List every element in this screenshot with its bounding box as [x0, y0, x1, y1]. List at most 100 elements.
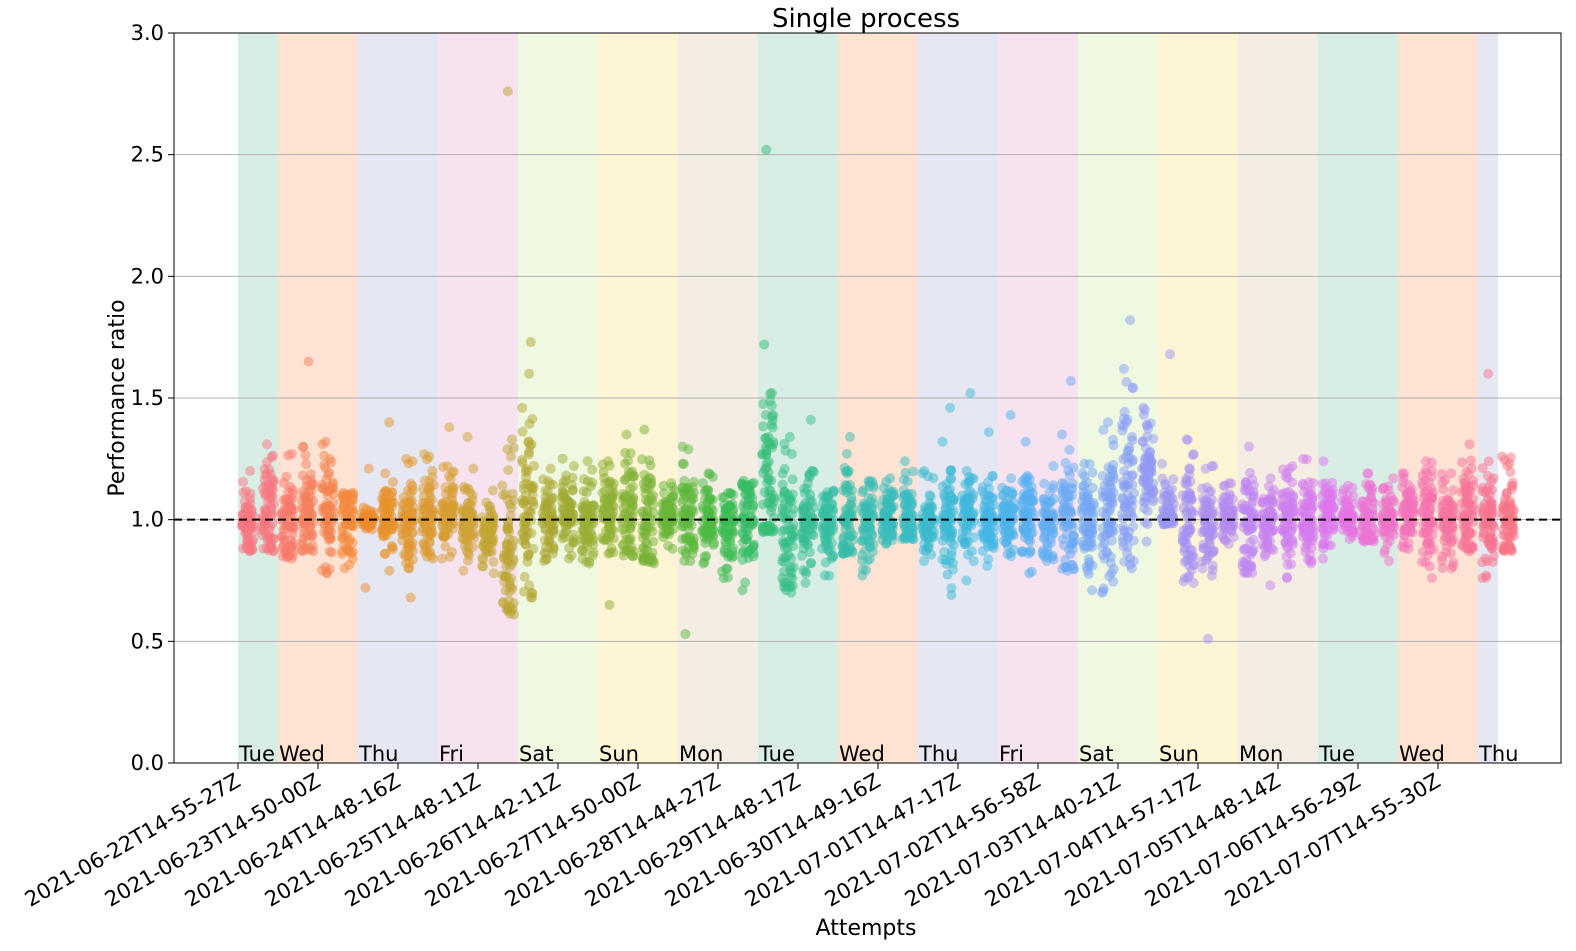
data-point [263, 480, 274, 491]
data-point [1079, 471, 1090, 482]
data-point [945, 473, 956, 484]
data-point [867, 529, 878, 540]
data-point [737, 554, 748, 565]
data-point [1199, 496, 1210, 507]
data-point [1079, 543, 1090, 554]
data-point [285, 495, 296, 506]
data-point [1285, 548, 1296, 559]
data-point [467, 490, 478, 501]
data-point [1397, 468, 1408, 479]
data-point [1067, 539, 1078, 550]
data-point [599, 472, 610, 483]
data-point [1206, 461, 1217, 472]
data-point [539, 547, 550, 558]
data-point [599, 504, 610, 515]
data-point [237, 515, 248, 526]
data-point [1002, 534, 1013, 545]
data-point [503, 603, 514, 614]
data-point [983, 490, 994, 501]
x-axis-title: Attempts [816, 916, 917, 941]
data-point [784, 580, 795, 591]
data-point [804, 472, 815, 483]
data-point [1242, 525, 1253, 536]
data-point [1057, 429, 1068, 440]
outlier-point [965, 388, 976, 399]
data-point [238, 476, 249, 487]
data-point [1097, 550, 1108, 561]
data-point [926, 530, 937, 541]
data-point [783, 550, 794, 561]
data-point [1263, 481, 1274, 492]
data-point [424, 484, 435, 495]
data-point [902, 476, 913, 487]
data-point [963, 494, 974, 505]
data-point [765, 498, 776, 509]
data-point [242, 539, 253, 550]
data-point [565, 513, 576, 524]
data-point [719, 499, 730, 510]
data-point [1006, 473, 1017, 484]
outlier-point [1065, 375, 1076, 386]
data-point [1118, 454, 1129, 465]
data-point [347, 504, 358, 515]
data-point [440, 515, 451, 526]
data-point [1117, 536, 1128, 547]
data-point [498, 597, 509, 608]
data-point [759, 487, 770, 498]
data-point [648, 515, 659, 526]
data-point [1463, 469, 1474, 480]
data-point [661, 528, 672, 539]
data-point [639, 424, 650, 435]
data-point [387, 476, 398, 487]
data-point [488, 556, 499, 567]
data-point [337, 548, 348, 559]
data-point [1406, 484, 1417, 495]
outlier-point [303, 356, 314, 367]
data-point [440, 541, 451, 552]
data-point [619, 458, 630, 469]
data-point [440, 482, 451, 493]
data-point [419, 498, 430, 509]
data-point [1202, 552, 1213, 563]
data-point [862, 555, 873, 566]
outlier-point [1125, 315, 1136, 326]
data-point [502, 444, 513, 455]
data-point [437, 553, 448, 564]
data-point [265, 492, 276, 503]
data-point [388, 520, 399, 531]
data-point [1048, 461, 1059, 472]
data-point [1283, 535, 1294, 546]
data-point [1499, 493, 1510, 504]
data-point [484, 546, 495, 557]
data-point [677, 506, 688, 517]
data-point [1007, 489, 1018, 500]
data-point [700, 538, 711, 549]
data-point [1417, 481, 1428, 492]
data-point [1443, 525, 1454, 536]
y-tick-label: 3.0 [131, 21, 164, 45]
day-label: Tue [1318, 742, 1355, 766]
data-point [1063, 496, 1074, 507]
data-point [538, 474, 549, 485]
data-point [407, 527, 418, 538]
data-point [1098, 586, 1109, 597]
data-point [587, 464, 598, 475]
data-point [908, 466, 919, 477]
data-point [338, 529, 349, 540]
data-point [763, 467, 774, 478]
data-point [1420, 465, 1431, 476]
day-label: Sat [1079, 742, 1113, 766]
data-point [937, 535, 948, 546]
data-point [647, 526, 658, 537]
data-point [1078, 524, 1089, 535]
outlier-point [524, 368, 535, 379]
data-point [899, 456, 910, 467]
data-point [859, 532, 870, 543]
data-point [548, 524, 559, 535]
data-point [1079, 480, 1090, 491]
data-point [1283, 486, 1294, 497]
data-point [618, 539, 629, 550]
data-point [364, 516, 375, 527]
data-point [1362, 468, 1373, 479]
data-point [1301, 454, 1312, 465]
